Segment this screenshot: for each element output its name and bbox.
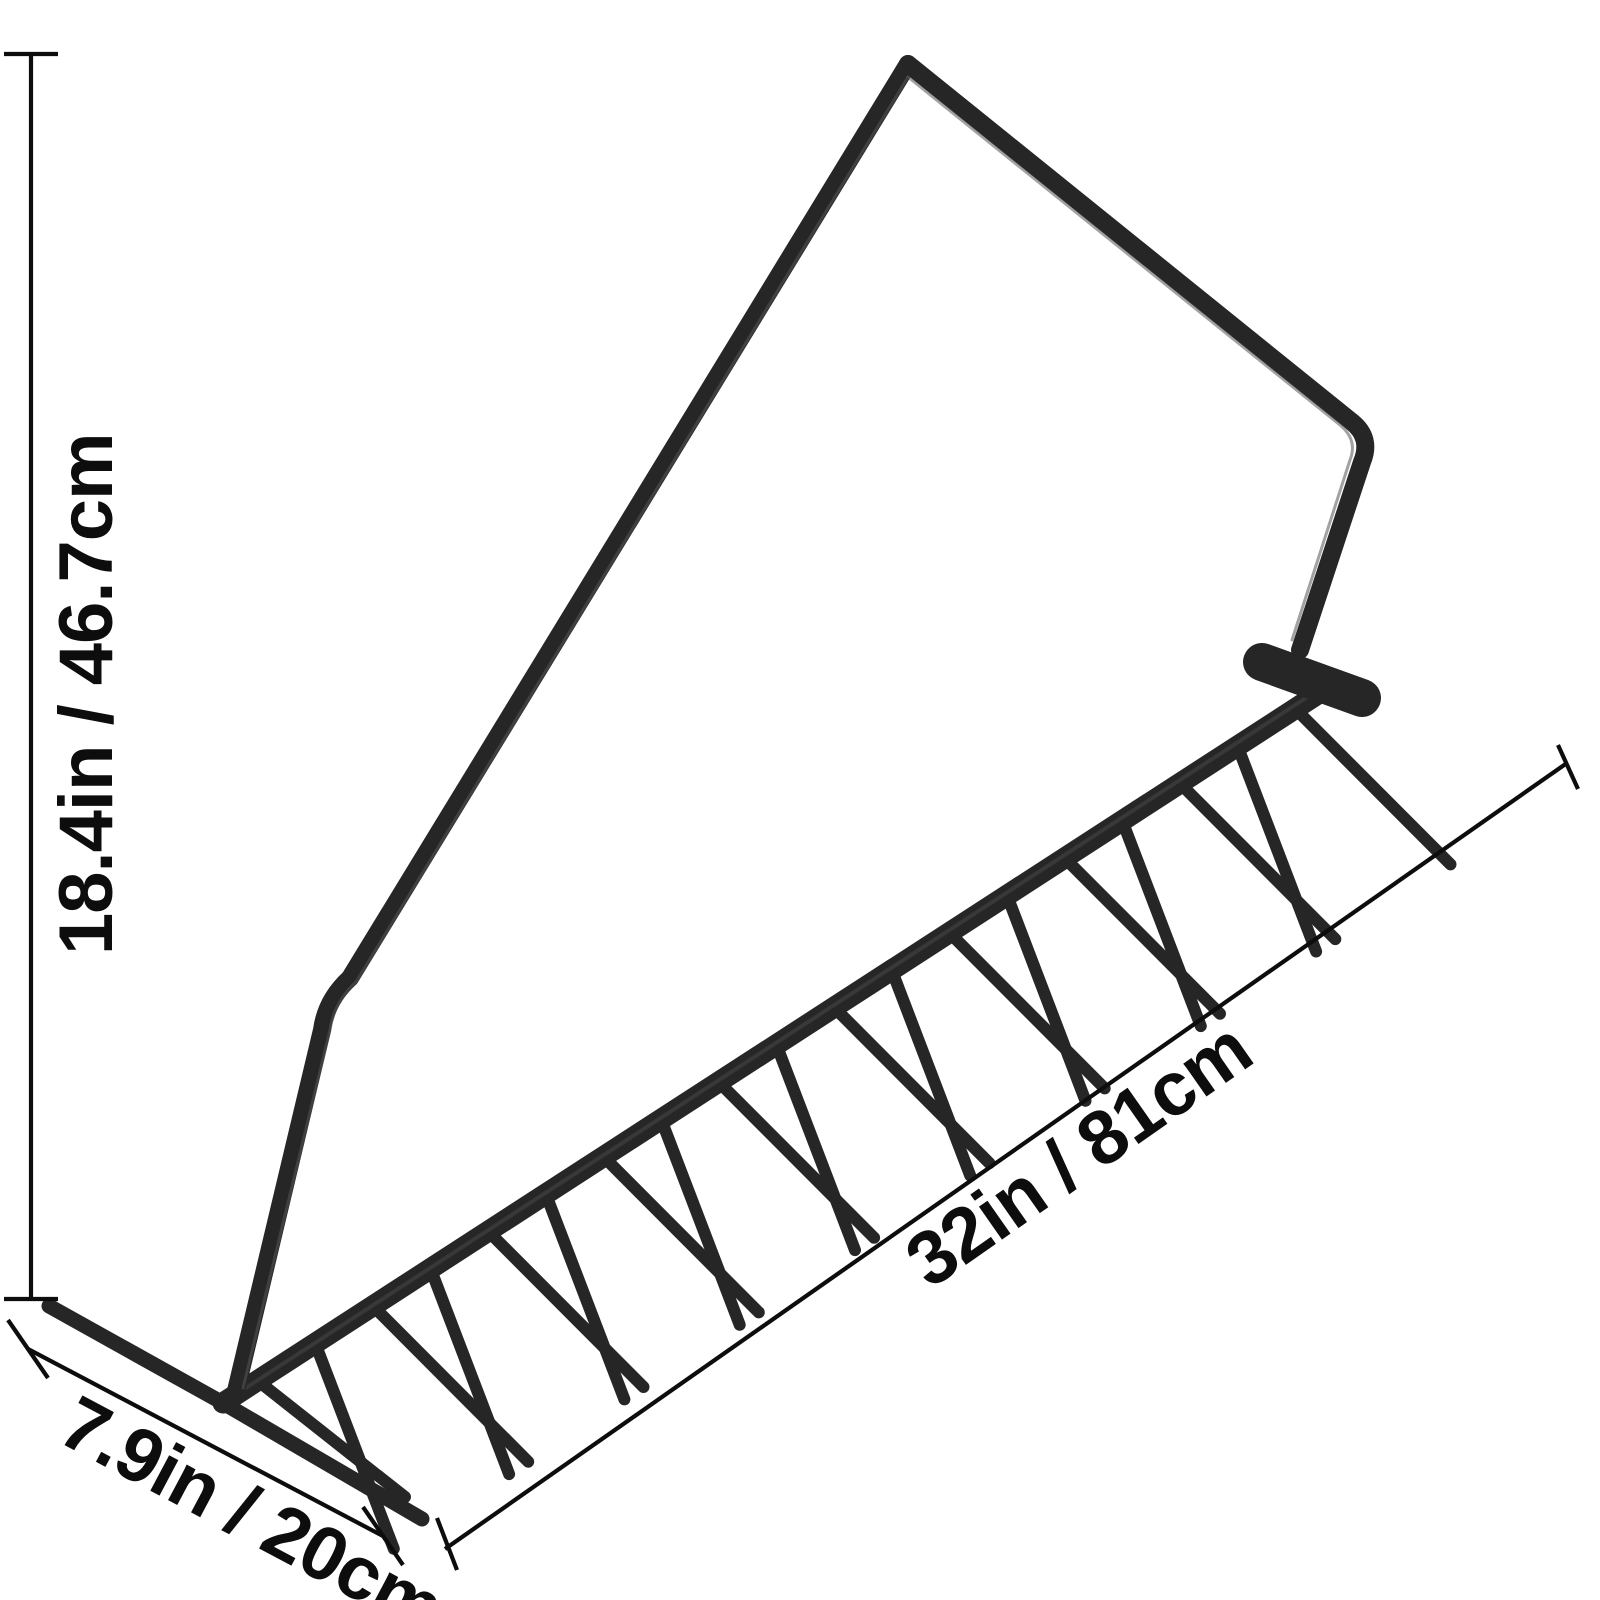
- svg-text:18.4in / 46.7cm: 18.4in / 46.7cm: [44, 433, 129, 955]
